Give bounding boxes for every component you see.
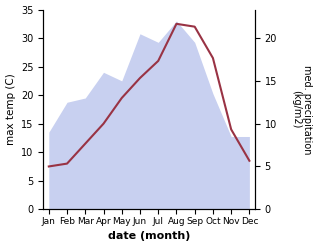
Y-axis label: max temp (C): max temp (C) [5,74,16,145]
X-axis label: date (month): date (month) [108,231,190,242]
Y-axis label: med. precipitation
(kg/m2): med. precipitation (kg/m2) [291,65,313,154]
